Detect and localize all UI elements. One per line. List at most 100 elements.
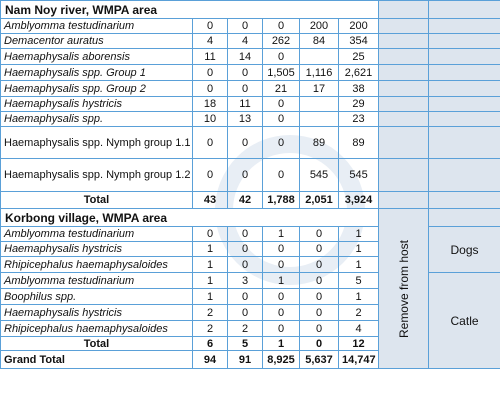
count-cell: 0 (299, 320, 339, 337)
count-cell: 0 (192, 80, 228, 97)
side-cell (428, 96, 500, 112)
side-cell (378, 158, 430, 192)
section-title: Korbong village, WMPA area (0, 208, 380, 227)
count-cell: 0 (299, 256, 339, 273)
count-cell: 545 (299, 158, 339, 192)
count-cell: 1,505 (262, 64, 300, 81)
method-label: Remove from host (396, 239, 411, 338)
count-cell: 84 (299, 33, 339, 49)
count-cell: 200 (337, 18, 380, 34)
species-name: Haemaphysalis aborensis (0, 48, 193, 65)
count-cell: 0 (262, 126, 300, 159)
count-cell: 4 (337, 320, 380, 337)
species-name: Amblyomma testudinarium (0, 18, 193, 34)
count-cell: 14 (227, 48, 263, 65)
count-cell: 21 (262, 80, 300, 97)
side-cell (428, 111, 500, 127)
section-title: Nam Noy river, WMPA area (0, 0, 380, 19)
count-cell: 0 (299, 226, 339, 242)
side-cell (428, 18, 500, 34)
count-cell: 38 (337, 80, 380, 97)
side-cell (378, 0, 430, 19)
count-cell: 0 (262, 96, 300, 112)
count-cell: 0 (299, 241, 339, 257)
side-cell (428, 208, 500, 227)
count-cell: 4 (192, 33, 228, 49)
table-row: Haemaphysalis spp. Group 1 0 0 1,505 1,116 2,… (0, 64, 500, 81)
count-cell: 0 (262, 158, 300, 192)
count-cell: 262 (262, 33, 300, 49)
species-name: Haemaphysalis spp. Nymph group 1.1 (0, 126, 193, 159)
side-cell (428, 126, 500, 159)
total-label: Total (0, 336, 193, 351)
count-cell (299, 48, 339, 65)
total-cell: 2,051 (299, 191, 339, 209)
count-cell: 1 (337, 241, 380, 257)
count-cell: 1,116 (299, 64, 339, 81)
total-label: Total (0, 191, 193, 209)
species-name: Haemaphysalis hystricis (0, 304, 193, 321)
total-cell: 91 (227, 350, 263, 369)
count-cell: 13 (227, 111, 263, 127)
host-cattle: Catle (428, 272, 500, 369)
count-cell: 17 (299, 80, 339, 97)
count-cell: 0 (262, 320, 300, 337)
count-cell: 0 (227, 256, 263, 273)
count-cell: 89 (337, 126, 380, 159)
count-cell: 11 (192, 48, 228, 65)
method-cell: Remove from host (378, 208, 430, 369)
count-cell: 0 (262, 256, 300, 273)
table-row: Haemaphysalis hystricis 18 11 0 29 (0, 96, 500, 112)
count-cell: 0 (262, 241, 300, 257)
side-cell (428, 191, 500, 209)
count-cell: 354 (337, 33, 380, 49)
count-cell: 0 (262, 111, 300, 127)
total-cell: 1 (262, 336, 300, 351)
side-cell (378, 111, 430, 127)
total-cell: 42 (227, 191, 263, 209)
count-cell: 0 (227, 126, 263, 159)
total-cell: 94 (192, 350, 228, 369)
side-cell (378, 33, 430, 49)
table-row: Rhipicephalus haemaphysaloides 1 0 0 0 1 (0, 256, 500, 273)
table-row: Haemaphysalis aborensis 11 14 0 25 (0, 48, 500, 65)
species-name: Haemaphysalis spp. Group 1 (0, 64, 193, 81)
species-name: Amblyomma testudinarium (0, 226, 193, 242)
total-cell: 8,925 (262, 350, 300, 369)
count-cell: 0 (227, 288, 263, 305)
count-cell: 1 (192, 241, 228, 257)
side-cell (428, 80, 500, 97)
count-cell: 89 (299, 126, 339, 159)
count-cell: 5 (337, 272, 380, 289)
total-label: Grand Total (0, 350, 193, 369)
count-cell: 0 (192, 158, 228, 192)
count-cell: 18 (192, 96, 228, 112)
species-name: Haemaphysalis spp. (0, 111, 193, 127)
count-cell: 0 (262, 304, 300, 321)
count-cell: 0 (227, 241, 263, 257)
total-cell: 43 (192, 191, 228, 209)
species-name: Demacentor auratus (0, 33, 193, 49)
table-row: Haemaphysalis spp. Nymph group 1.2 0 0 0 545… (0, 158, 500, 192)
total-cell: 3,924 (337, 191, 380, 209)
count-cell: 2 (227, 320, 263, 337)
count-cell: 0 (299, 288, 339, 305)
table-row: Amblyomma testudinarium 1 3 1 0 5 Catle (0, 272, 500, 369)
species-name: Rhipicephalus haemaphysaloides (0, 256, 193, 273)
count-cell: 0 (227, 18, 263, 34)
count-cell (299, 111, 339, 127)
side-cell (428, 0, 500, 19)
count-cell: 200 (299, 18, 339, 34)
section-header-row: Korbong village, WMPA area Remove from ho… (0, 208, 500, 369)
total-cell: 0 (299, 336, 339, 351)
total-cell: 5 (227, 336, 263, 351)
count-cell: 0 (192, 226, 228, 242)
side-cell (378, 96, 430, 112)
side-cell (378, 80, 430, 97)
count-cell: 23 (337, 111, 380, 127)
total-cell: 12 (337, 336, 380, 351)
count-cell: 0 (192, 64, 228, 81)
side-cell (378, 191, 430, 209)
total-cell: 5,637 (299, 350, 339, 369)
count-cell: 1 (337, 256, 380, 273)
